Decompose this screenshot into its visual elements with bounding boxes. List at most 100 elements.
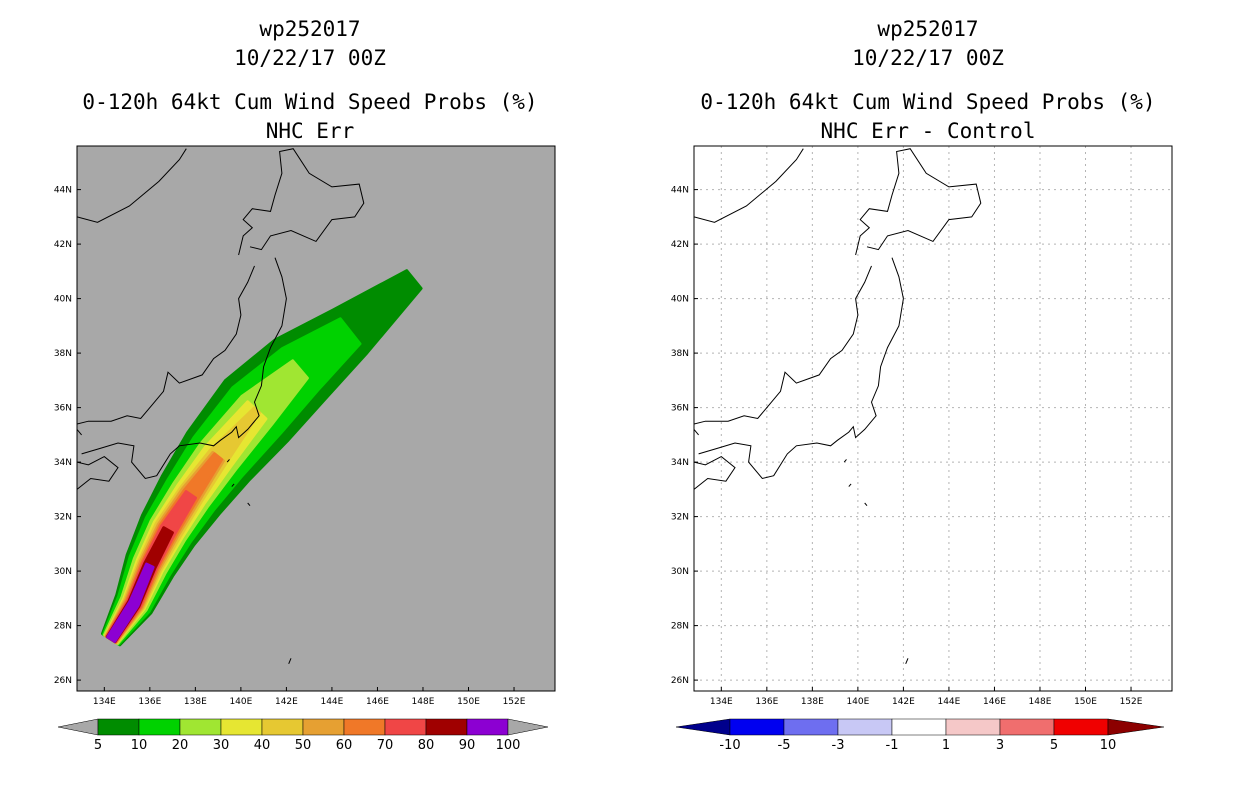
x-tick-label: 150E — [457, 697, 480, 707]
colorbar-label: 1 — [942, 738, 950, 753]
y-tick-label: 30N — [671, 567, 689, 577]
y-tick-label: 38N — [54, 349, 72, 359]
y-tick-label: 26N — [54, 676, 72, 686]
y-tick-label: 40N — [54, 295, 72, 305]
right-title-line1: wp252017 — [877, 17, 979, 41]
coastline — [698, 257, 904, 480]
colorbar-label: -3 — [832, 738, 845, 753]
colorbar-end-high — [507, 718, 549, 736]
x-tick-label: 138E — [801, 697, 824, 707]
x-tick-label: 150E — [1074, 697, 1097, 707]
x-tick-label: 136E — [138, 697, 161, 707]
y-tick-label: 44N — [671, 186, 689, 196]
x-tick-label: 142E — [892, 697, 915, 707]
right-title-line2: 10/22/17 00Z — [852, 46, 1004, 70]
coastline — [848, 483, 852, 487]
coastline — [238, 148, 365, 256]
colorbar-box — [343, 718, 386, 736]
colorbar-label: 50 — [295, 738, 312, 753]
coastline — [288, 658, 292, 664]
x-tick-label: 140E — [846, 697, 869, 707]
colorbar-end-low — [57, 718, 99, 736]
colorbar-label: 3 — [996, 738, 1004, 753]
coastline — [905, 658, 909, 664]
colorbar-box — [1053, 718, 1109, 736]
coastline — [694, 456, 736, 490]
colorbar-box — [138, 718, 181, 736]
colorbar-box — [220, 718, 263, 736]
colorbar: -10 -5 -3 -1 1 3 5 10 — [675, 718, 1165, 753]
x-tick-label: 152E — [503, 697, 526, 707]
right-title-line3: 0-120h 64kt Cum Wind Speed Probs (%) — [700, 90, 1156, 114]
y-tick-label: 32N — [54, 513, 72, 523]
colorbar-label: 70 — [377, 738, 394, 753]
colorbar-label: 40 — [254, 738, 271, 753]
colorbar-label: 10 — [131, 738, 148, 753]
colorbar-box — [302, 718, 345, 736]
left-title-line3: 0-120h 64kt Cum Wind Speed Probs (%) — [82, 90, 538, 114]
plot-frame — [76, 145, 556, 692]
colorbar-box — [891, 718, 947, 736]
colorbar-box — [466, 718, 509, 736]
colorbar-box — [261, 718, 304, 736]
colorbar-end-low — [675, 718, 731, 736]
left-title-line4: NHC Err — [265, 119, 355, 143]
panel-left: 134E 136E 138E 140E 142E 144E 146E 148E 150E 152E… — [54, 145, 556, 707]
colorbar-label: -5 — [778, 738, 791, 753]
colorbar: 5 10 20 30 40 50 60 70 80 90 100 — [57, 718, 549, 753]
y-tick-label: 34N — [671, 458, 689, 468]
x-tick-label: 142E — [275, 697, 298, 707]
x-tick-label: 134E — [93, 697, 116, 707]
left-title-line1: wp252017 — [259, 17, 361, 41]
coastline — [231, 483, 235, 487]
y-tick-label: 28N — [671, 622, 689, 632]
left-title-line2: 10/22/17 00Z — [234, 46, 386, 70]
colorbar-box — [729, 718, 785, 736]
colorbar-box — [783, 718, 839, 736]
y-tick-label: 40N — [671, 295, 689, 305]
swath-contour-90 — [106, 562, 155, 643]
colorbar-end-high — [1107, 718, 1165, 736]
x-tick-label: 144E — [320, 697, 343, 707]
colorbar-box — [384, 718, 427, 736]
right-title-line4: NHC Err - Control — [820, 119, 1036, 143]
coastline — [77, 265, 255, 425]
colorbar-label: -1 — [886, 738, 899, 753]
colorbar-box — [97, 718, 140, 736]
y-tick-label: 44N — [54, 186, 72, 196]
coastline — [77, 148, 187, 223]
coastline — [843, 459, 847, 463]
x-tick-label: 138E — [184, 697, 207, 707]
coastline — [694, 148, 804, 223]
panel-right: 134E 136E 138E 140E 142E 144E 146E 148E 150E 152E… — [671, 145, 1173, 707]
colorbar-label: 30 — [213, 738, 230, 753]
y-tick-label: 28N — [54, 622, 72, 632]
coastline — [855, 148, 982, 256]
colorbar-box — [945, 718, 1001, 736]
y-tick-label: 42N — [54, 240, 72, 250]
colorbar-label: 5 — [1050, 738, 1058, 753]
colorbar-box — [179, 718, 222, 736]
coastline — [864, 502, 868, 507]
y-tick-label: 38N — [671, 349, 689, 359]
colorbar-box — [999, 718, 1055, 736]
colorbar-label: 90 — [459, 738, 476, 753]
x-tick-label: 140E — [229, 697, 252, 707]
colorbar-label: 80 — [418, 738, 435, 753]
y-tick-label: 36N — [671, 404, 689, 414]
plot-frame — [693, 145, 1173, 692]
coastline — [694, 265, 872, 425]
colorbar-label: 60 — [336, 738, 353, 753]
plot-background — [694, 146, 1172, 691]
colorbar-label: -10 — [719, 738, 740, 753]
coastline — [77, 429, 82, 436]
x-tick-label: 144E — [937, 697, 960, 707]
colorbar-label: 20 — [172, 738, 189, 753]
y-tick-label: 32N — [671, 513, 689, 523]
y-tick-label: 42N — [671, 240, 689, 250]
x-tick-label: 146E — [366, 697, 389, 707]
x-tick-label: 152E — [1120, 697, 1143, 707]
y-tick-label: 26N — [671, 676, 689, 686]
x-tick-label: 136E — [755, 697, 778, 707]
